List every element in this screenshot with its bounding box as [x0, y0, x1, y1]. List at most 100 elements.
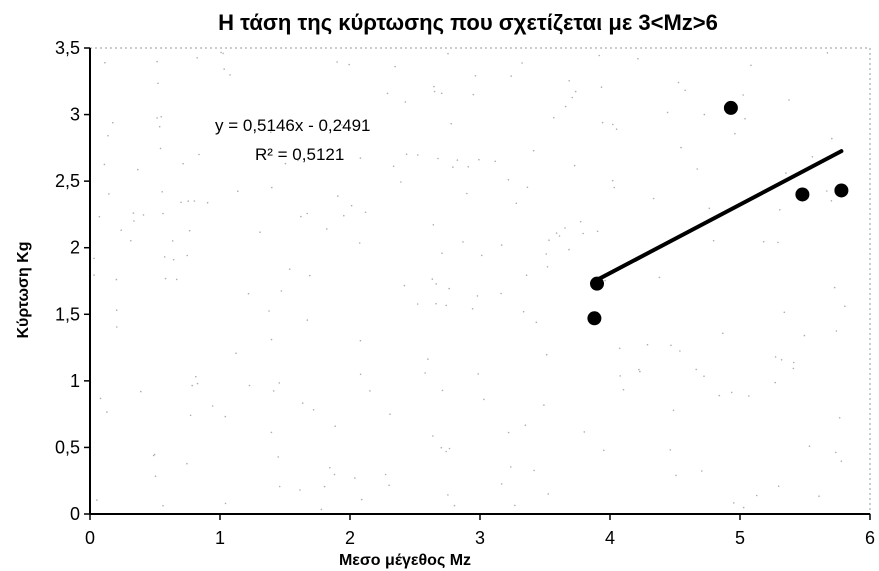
y-tick-label: 2 [70, 238, 80, 258]
speckle [235, 352, 237, 355]
speckle [248, 384, 251, 387]
speckle [222, 52, 224, 55]
speckle [417, 154, 419, 156]
speckle [93, 257, 95, 260]
speckle [163, 256, 166, 258]
speckle [191, 384, 193, 387]
speckle [748, 395, 750, 397]
speckle [744, 117, 746, 120]
speckle [672, 409, 675, 412]
speckle [818, 495, 820, 498]
speckle [546, 266, 549, 268]
data-points [587, 100, 849, 326]
speckle [172, 258, 175, 261]
speckle [306, 319, 309, 321]
speckle [433, 85, 435, 88]
speckle [437, 157, 439, 160]
speckle [354, 477, 356, 479]
speckle [500, 483, 503, 485]
speckle [669, 449, 672, 451]
speckle [712, 239, 715, 242]
speckle [224, 415, 227, 418]
speckle [524, 424, 527, 427]
speckle [237, 190, 239, 192]
trend-r2-label: R² = 0,5121 [255, 145, 344, 164]
speckle [186, 462, 188, 465]
speckle [564, 105, 567, 108]
speckle [535, 321, 538, 324]
speckle [722, 332, 724, 335]
speckle [156, 60, 158, 63]
speckle [288, 268, 291, 271]
speckle [695, 368, 697, 371]
speckle [514, 504, 516, 507]
speckle [730, 391, 733, 394]
speckle [333, 473, 336, 476]
speckle [323, 485, 326, 488]
speckle [392, 165, 395, 168]
speckle [808, 445, 811, 447]
speckle [360, 498, 363, 501]
speckle [369, 390, 371, 392]
speckle [326, 228, 328, 230]
speckle [774, 356, 777, 358]
y-tick-label: 3 [70, 105, 80, 125]
speckle [447, 494, 449, 496]
x-tick-label: 1 [215, 528, 225, 548]
x-tick-label: 4 [605, 528, 615, 548]
speckle [189, 414, 192, 417]
speckle [364, 211, 367, 214]
speckle [441, 389, 444, 392]
speckle [175, 278, 178, 281]
data-point [795, 187, 810, 202]
speckle [677, 81, 680, 84]
speckle [522, 310, 525, 313]
speckle [424, 372, 426, 374]
speckle [386, 92, 389, 95]
speckle [579, 220, 582, 223]
speckle [564, 227, 566, 229]
speckle [300, 215, 302, 218]
speckle [156, 117, 158, 119]
speckle [583, 431, 586, 433]
speckle [675, 474, 677, 477]
speckle [196, 382, 199, 385]
speckle [637, 57, 639, 60]
speckle [440, 92, 443, 95]
speckle [467, 166, 470, 168]
speckle [830, 200, 833, 202]
speckle [666, 111, 669, 114]
speckle [223, 68, 225, 70]
speckle [196, 57, 198, 59]
speckle [103, 163, 106, 166]
chart-title: Η τάση της κύρτωσης που σχετίζεται με 3<… [218, 10, 718, 35]
speckle [440, 446, 443, 449]
speckle [785, 172, 787, 174]
speckle [142, 214, 145, 216]
x-tick-label: 6 [865, 528, 875, 548]
speckle [448, 287, 451, 290]
speckle [104, 61, 106, 64]
speckle [777, 485, 780, 488]
speckle [224, 502, 227, 505]
speckle [533, 469, 535, 472]
speckle [613, 186, 616, 189]
y-tick-label: 1 [70, 371, 80, 391]
speckle [742, 506, 745, 509]
speckle [247, 292, 250, 295]
speckle [337, 195, 339, 197]
speckle [270, 131, 272, 134]
speckle [456, 159, 459, 161]
speckle [277, 456, 280, 458]
speckle [157, 82, 159, 85]
speckle [755, 494, 758, 497]
speckle [476, 295, 479, 297]
speckle [525, 274, 528, 277]
speckle [835, 330, 838, 332]
speckle [284, 162, 287, 165]
speckle [604, 279, 606, 282]
speckle [521, 62, 523, 64]
speckle [777, 241, 779, 244]
speckle [462, 241, 464, 243]
